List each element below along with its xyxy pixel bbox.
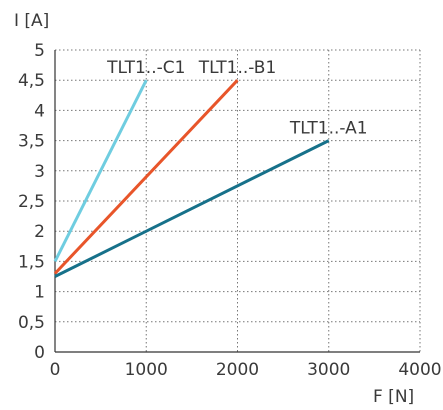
- y-tick-label: 3,5: [18, 132, 45, 152]
- y-tick-label: 0: [34, 343, 45, 363]
- x-tick-label: 2000: [216, 360, 259, 380]
- series-label-3: TLT1..-A1: [289, 119, 368, 139]
- y-axis-title: I [A]: [14, 11, 49, 31]
- x-tick-label: 4000: [398, 360, 441, 380]
- x-axis-title: F [N]: [373, 387, 414, 407]
- y-tick-label: 4,5: [18, 71, 45, 91]
- y-tick-label: 1,5: [18, 252, 45, 272]
- x-tick-label: 1000: [125, 360, 168, 380]
- series-line-3: [54, 139, 330, 278]
- series-label-1: TLT1..-C1: [106, 58, 185, 78]
- series-labels: TLT1..-C1 TLT1..-B1 TLT1..-A1: [106, 58, 368, 138]
- y-tick-label: 1: [34, 283, 45, 303]
- y-tick-label: 0,5: [18, 313, 45, 333]
- y-tick-label: 4: [34, 101, 45, 121]
- y-tick-label: 3: [34, 162, 45, 182]
- y-tick-label: 2,5: [18, 192, 45, 212]
- axes: [54, 50, 420, 353]
- x-tick-label: 0: [50, 360, 61, 380]
- y-tick-label: 2: [34, 222, 45, 242]
- series-lines: [53, 79, 330, 278]
- tick-labels: 0 1000 2000 3000 4000 0 0,5 1 1,5 2 2,5 3 3,5 4 4,5 5: [18, 41, 442, 380]
- grid: [55, 49, 421, 352]
- series-line-1: [53, 79, 148, 263]
- series-line-2: [53, 79, 239, 275]
- series-label-2: TLT1..-B1: [198, 58, 277, 78]
- x-tick-label: 3000: [307, 360, 350, 380]
- y-tick-label: 5: [34, 41, 45, 61]
